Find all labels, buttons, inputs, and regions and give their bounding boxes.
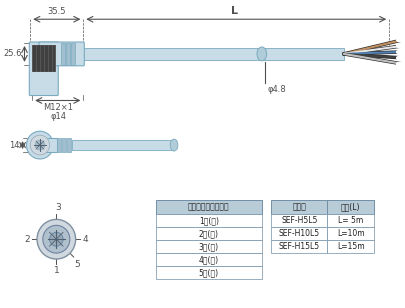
Bar [271,227,326,240]
Bar [40,138,57,152]
Text: 長さ(L): 長さ(L) [340,203,360,212]
Text: L=15m: L=15m [336,242,364,251]
Text: 3: 3 [55,204,61,213]
Bar [80,48,258,60]
Bar [61,43,65,65]
Text: 2: 2 [25,235,30,244]
Bar [57,138,61,152]
Text: 形　式: 形 式 [292,203,306,212]
Text: コネクターピン配置: コネクターピン配置 [188,203,229,212]
Circle shape [37,219,75,259]
Text: L= 5m: L= 5m [337,217,362,225]
Bar [70,43,75,65]
Bar [155,253,261,266]
Text: M12×1: M12×1 [43,103,73,112]
Text: 1: 1 [53,266,59,275]
Bar [326,240,373,253]
Text: SEF-H10L5: SEF-H10L5 [278,229,319,238]
Text: 5: 5 [75,260,80,269]
Text: φ4.8: φ4.8 [267,85,286,94]
Bar [155,240,261,253]
Text: φ14: φ14 [50,112,66,121]
Circle shape [49,232,63,246]
Text: 5－(灰): 5－(灰) [198,268,218,277]
Bar [271,214,326,227]
Text: L: L [231,6,238,16]
Bar [155,214,261,227]
Text: 4－(黒): 4－(黒) [198,255,218,264]
Text: SEF-H15L5: SEF-H15L5 [278,242,319,251]
Circle shape [43,225,70,253]
Bar [155,227,261,240]
Bar [72,140,173,150]
Bar [326,214,373,227]
Bar [62,138,66,152]
Text: 35.5: 35.5 [47,7,66,16]
Ellipse shape [170,139,177,151]
Ellipse shape [256,47,266,61]
Bar [271,200,326,214]
Text: 1－(茶): 1－(茶) [198,217,218,225]
Bar [326,200,373,214]
Bar [67,138,70,152]
Bar [271,240,326,253]
Text: 4: 4 [82,235,88,244]
Bar [66,43,70,65]
Text: 3－(青): 3－(青) [198,242,218,251]
Bar [261,48,343,60]
Circle shape [35,140,45,150]
Bar [155,200,261,214]
Bar [155,266,261,279]
Text: SEF-H5L5: SEF-H5L5 [281,217,317,225]
FancyBboxPatch shape [39,42,84,66]
Bar [32,45,55,71]
FancyBboxPatch shape [29,42,58,95]
Circle shape [30,135,49,155]
Text: 14: 14 [9,140,19,150]
Text: 25.6: 25.6 [3,49,21,59]
Bar [326,227,373,240]
Text: 2－(白): 2－(白) [198,229,218,238]
Text: L=10m: L=10m [336,229,364,238]
Circle shape [26,131,53,159]
